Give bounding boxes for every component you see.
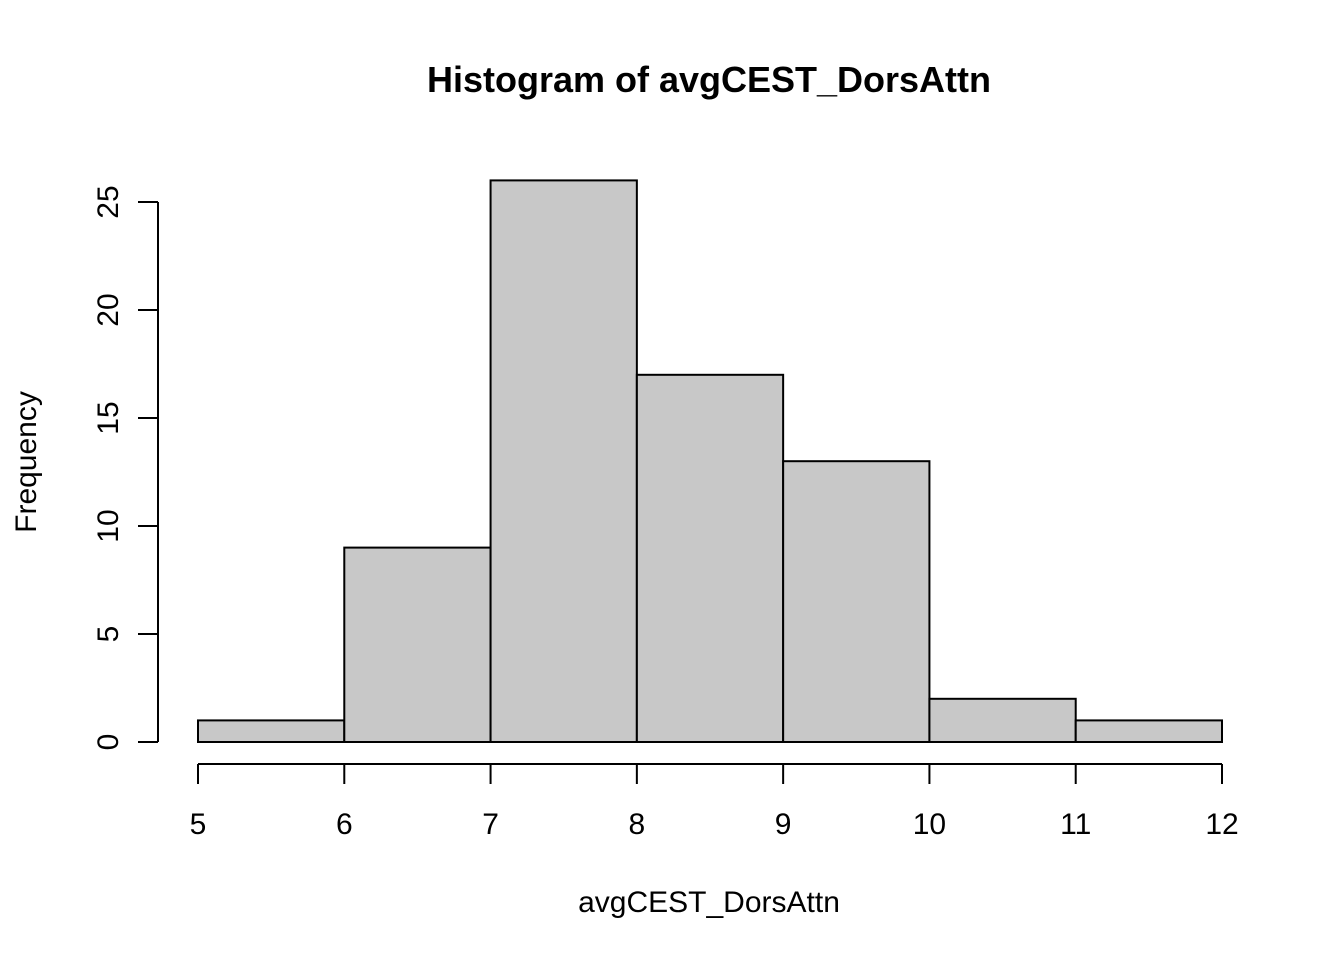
histogram-bar-6 [1074, 719, 1223, 744]
histogram-bar-3 [635, 373, 785, 743]
histogram-bar-2 [489, 179, 638, 743]
x-tick-label-4: 9 [775, 808, 792, 841]
chart-title: Histogram of avgCEST_DorsAttn [427, 59, 991, 100]
histogram-bar-1 [343, 546, 492, 743]
y-tick-label-5: 25 [92, 185, 125, 218]
y-tick-label-4: 20 [92, 293, 125, 326]
x-tick-label-2: 7 [482, 808, 499, 841]
y-tick-label-2: 10 [92, 509, 125, 542]
y-tick-label-3: 15 [92, 401, 125, 434]
x-axis: 5 6 7 8 9 10 11 12 [190, 763, 1239, 841]
histogram-bars [197, 179, 1223, 744]
y-axis-label: Frequency [10, 391, 43, 533]
x-tick-label-1: 6 [336, 808, 353, 841]
x-axis-label: avgCEST_DorsAttn [578, 886, 840, 919]
x-tick-label-3: 8 [629, 808, 646, 841]
histogram-bar-4 [782, 460, 931, 743]
y-axis: 0 5 10 15 20 25 [92, 185, 159, 751]
x-tick-label-6: 11 [1060, 808, 1091, 841]
y-tick-label-0: 0 [92, 734, 125, 751]
x-tick-label-0: 5 [190, 808, 207, 841]
histogram-bar-5 [928, 697, 1077, 743]
x-tick-label-5: 10 [913, 808, 946, 841]
x-tick-label-7: 12 [1205, 808, 1238, 841]
y-tick-label-1: 5 [92, 626, 125, 643]
histogram-bar-0 [197, 719, 346, 744]
